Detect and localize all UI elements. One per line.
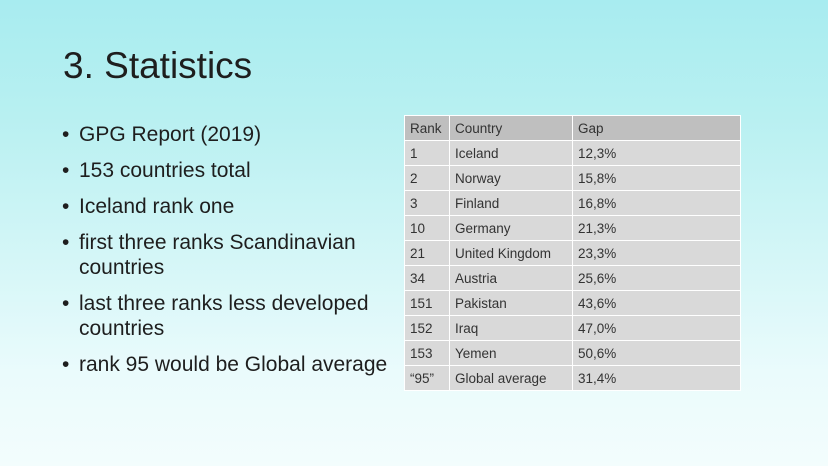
header-gap: Gap xyxy=(572,115,741,141)
table-row: 10 Germany 21,3% xyxy=(404,215,741,241)
statistics-table: Rank Country Gap 1 Iceland 12,3% 2 Norwa… xyxy=(404,115,741,391)
cell-country: Germany xyxy=(449,215,573,241)
cell-gap: 12,3% xyxy=(572,140,741,166)
bullet-dot-icon: • xyxy=(62,231,70,254)
cell-gap: 16,8% xyxy=(572,190,741,216)
table-row: 21 United Kingdom 23,3% xyxy=(404,240,741,266)
slide-title: 3. Statistics xyxy=(63,45,253,86)
table-row: 151 Pakistan 43,6% xyxy=(404,290,741,316)
bullet-item: • rank 95 would be Global average xyxy=(62,352,392,377)
bullet-item: • 153 countries total xyxy=(62,158,392,183)
bullet-text: 153 countries total xyxy=(79,159,251,182)
bullet-text: rank 95 would be Global average xyxy=(79,353,388,376)
bullet-text: last three ranks less developed countrie… xyxy=(79,292,369,340)
cell-gap: 15,8% xyxy=(572,165,741,191)
cell-country: Austria xyxy=(449,265,573,291)
cell-gap: 50,6% xyxy=(572,340,741,366)
cell-country: United Kingdom xyxy=(449,240,573,266)
cell-rank: 152 xyxy=(404,315,450,341)
bullet-list: • GPG Report (2019) • 153 countries total … xyxy=(62,122,392,388)
cell-rank: 153 xyxy=(404,340,450,366)
table-row: 153 Yemen 50,6% xyxy=(404,340,741,366)
table-row: 1 Iceland 12,3% xyxy=(404,140,741,166)
bullet-text: Iceland rank one xyxy=(79,195,235,218)
cell-rank: 2 xyxy=(404,165,450,191)
bullet-item: • GPG Report (2019) xyxy=(62,122,392,147)
header-country: Country xyxy=(449,115,573,141)
bullet-dot-icon: • xyxy=(62,292,70,315)
table-row: 152 Iraq 47,0% xyxy=(404,315,741,341)
bullet-item: • first three ranks Scandinavian countrie… xyxy=(62,230,392,280)
cell-gap: 23,3% xyxy=(572,240,741,266)
bullet-dot-icon: • xyxy=(62,123,70,146)
cell-rank: “95” xyxy=(404,365,450,391)
cell-country: Finland xyxy=(449,190,573,216)
bullet-item: • last three ranks less developed countri… xyxy=(62,291,392,341)
bullet-text: first three ranks Scandinavian countries xyxy=(79,231,356,279)
cell-country: Yemen xyxy=(449,340,573,366)
bullet-dot-icon: • xyxy=(62,353,70,376)
cell-gap: 21,3% xyxy=(572,215,741,241)
table-row: “95” Global average 31,4% xyxy=(404,365,741,391)
cell-country: Pakistan xyxy=(449,290,573,316)
table-row: 3 Finland 16,8% xyxy=(404,190,741,216)
header-rank: Rank xyxy=(404,115,450,141)
cell-rank: 10 xyxy=(404,215,450,241)
cell-country: Iceland xyxy=(449,140,573,166)
cell-rank: 21 xyxy=(404,240,450,266)
cell-country: Iraq xyxy=(449,315,573,341)
cell-rank: 1 xyxy=(404,140,450,166)
cell-rank: 151 xyxy=(404,290,450,316)
cell-gap: 25,6% xyxy=(572,265,741,291)
bullet-dot-icon: • xyxy=(62,159,70,182)
cell-country: Global average xyxy=(449,365,573,391)
table-row: 2 Norway 15,8% xyxy=(404,165,741,191)
cell-rank: 3 xyxy=(404,190,450,216)
table-header-row: Rank Country Gap xyxy=(404,115,741,141)
cell-gap: 43,6% xyxy=(572,290,741,316)
cell-gap: 47,0% xyxy=(572,315,741,341)
bullet-dot-icon: • xyxy=(62,195,70,218)
bullet-text: GPG Report (2019) xyxy=(79,123,262,146)
cell-country: Norway xyxy=(449,165,573,191)
bullet-item: • Iceland rank one xyxy=(62,194,392,219)
cell-rank: 34 xyxy=(404,265,450,291)
cell-gap: 31,4% xyxy=(572,365,741,391)
table-row: 34 Austria 25,6% xyxy=(404,265,741,291)
